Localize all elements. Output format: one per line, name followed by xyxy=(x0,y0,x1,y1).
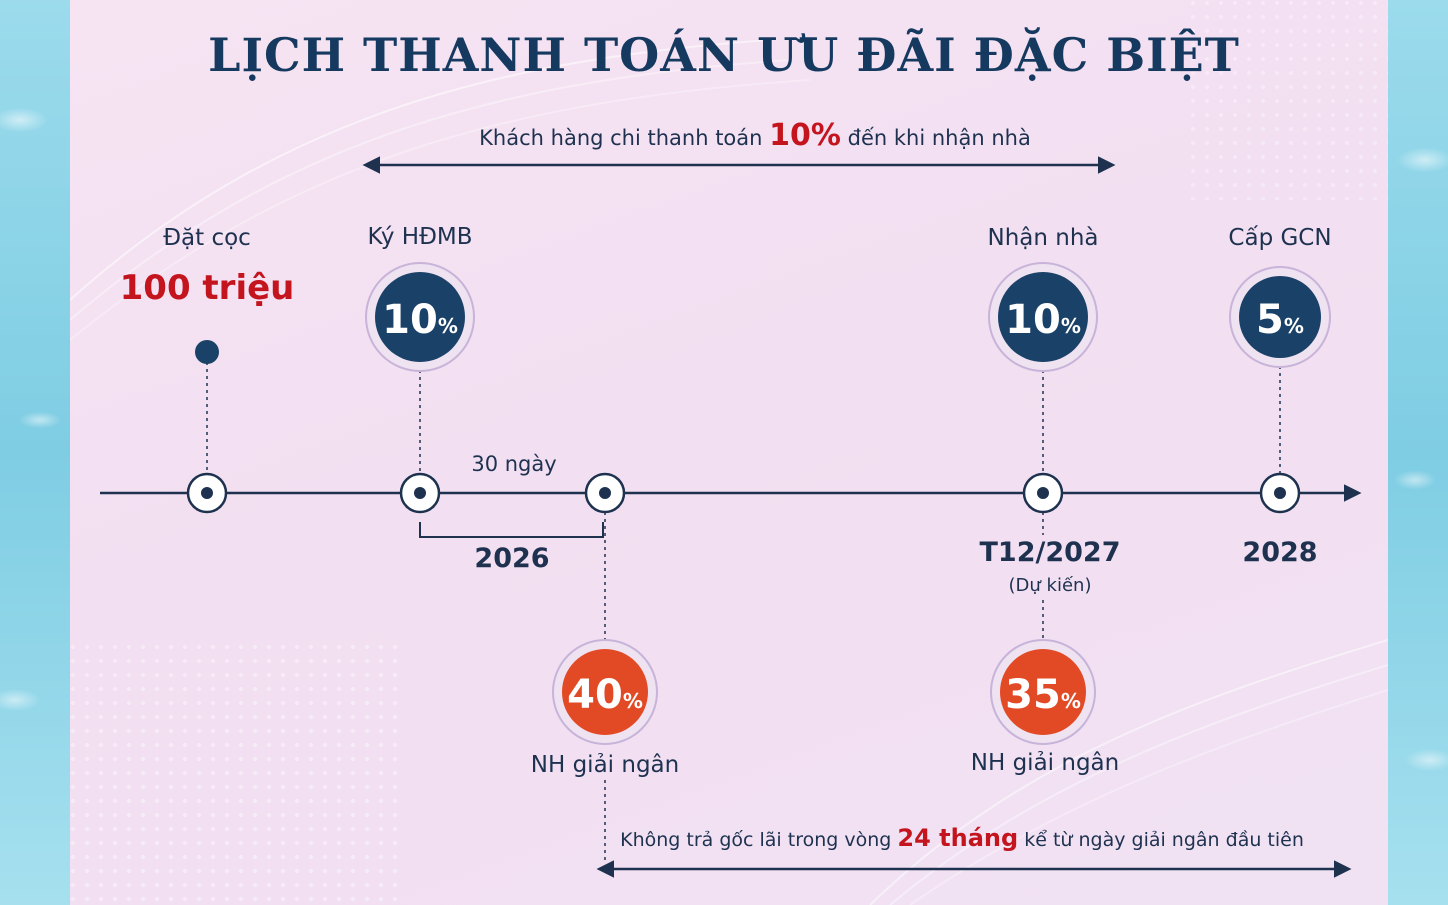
top-note: Khách hàng chi thanh toán 10% đến khi nh… xyxy=(479,118,1031,153)
handover-date-label: T12/2027 xyxy=(979,537,1121,568)
node-loan1 xyxy=(584,472,626,514)
handover-label: Nhận nhà xyxy=(987,225,1099,251)
deposit-label: Đặt cọc xyxy=(163,225,251,251)
schedule-card xyxy=(70,0,1388,905)
certificate-label: Cấp GCN xyxy=(1228,225,1332,251)
badge-certificate-value: 5 xyxy=(1256,297,1284,343)
handover-note-label: (Dự kiến) xyxy=(1008,575,1092,596)
bottom-note: Không trả gốc lãi trong vòng 24 tháng kể… xyxy=(620,824,1304,852)
deposit-dot xyxy=(195,340,219,364)
interval-label: 30 ngày xyxy=(471,452,557,476)
badge-loan1-value: 40 xyxy=(567,672,623,718)
badge-handover: 10% xyxy=(988,262,1098,372)
badge-contract: 10% xyxy=(365,262,475,372)
badge-loan1-unit: % xyxy=(623,689,643,713)
year2-label: 2028 xyxy=(1242,537,1318,568)
node-contract xyxy=(399,472,441,514)
bottom-note-after: kể từ ngày giải ngân đầu tiên xyxy=(1024,829,1304,851)
bottom-note-before: Không trả gốc lãi trong vòng xyxy=(620,829,892,851)
node-deposit xyxy=(186,472,228,514)
page-title: LỊCH THANH TOÁN ƯU ĐÃI ĐẶC BIỆT xyxy=(208,28,1240,82)
svg-text:10%: 10% xyxy=(382,297,458,343)
year-bracket xyxy=(419,522,604,538)
badge-certificate: 5% xyxy=(1229,266,1331,368)
node-handover xyxy=(1022,472,1064,514)
badge-certificate-unit: % xyxy=(1284,314,1304,338)
node-certificate xyxy=(1259,472,1301,514)
svg-text:35%: 35% xyxy=(1005,672,1081,718)
badge-contract-unit: % xyxy=(438,314,458,338)
wave-decoration xyxy=(70,0,1388,905)
svg-text:10%: 10% xyxy=(1005,297,1081,343)
bottom-note-highlight: 24 tháng xyxy=(897,824,1019,852)
contract-label: Ký HĐMB xyxy=(367,224,473,250)
badge-loan2-unit: % xyxy=(1061,689,1081,713)
loan2-label: NH giải ngân xyxy=(970,750,1120,776)
loan1-label: NH giải ngân xyxy=(530,752,680,778)
badge-contract-value: 10 xyxy=(382,297,438,343)
deposit-amount: 100 triệu xyxy=(119,268,295,308)
badge-handover-value: 10 xyxy=(1005,297,1061,343)
top-note-highlight: 10% xyxy=(769,118,841,153)
badge-loan1: 40% xyxy=(552,639,658,745)
badge-handover-unit: % xyxy=(1061,314,1081,338)
svg-text:40%: 40% xyxy=(567,672,643,718)
badge-loan2: 35% xyxy=(990,639,1096,745)
top-note-before: Khách hàng chi thanh toán xyxy=(479,126,763,150)
top-note-after: đến khi nhận nhà xyxy=(847,126,1031,150)
svg-text:5%: 5% xyxy=(1256,297,1304,343)
year1-label: 2026 xyxy=(474,543,550,574)
badge-loan2-value: 35 xyxy=(1005,672,1061,718)
